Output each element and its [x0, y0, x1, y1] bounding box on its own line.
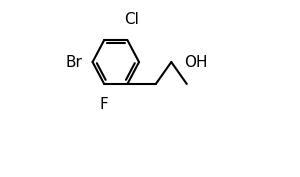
Text: Br: Br	[65, 55, 82, 70]
Text: Cl: Cl	[124, 12, 139, 27]
Text: OH: OH	[184, 55, 208, 70]
Text: F: F	[100, 97, 109, 112]
